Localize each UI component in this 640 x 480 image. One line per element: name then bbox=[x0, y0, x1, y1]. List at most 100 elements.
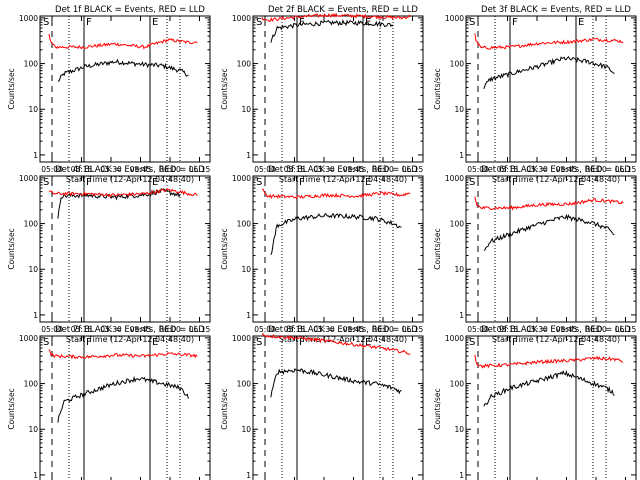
marker-s-label: S bbox=[43, 17, 49, 28]
y-tick-label: 100 bbox=[237, 220, 252, 229]
y-tick-label: 1 bbox=[459, 311, 464, 320]
x-tick-label: 06:15 bbox=[402, 325, 424, 334]
marker-f-label: F bbox=[299, 177, 305, 188]
plot-frame bbox=[252, 335, 424, 480]
x-axis-label: Start Time (12-Apr-12 04:48:40) bbox=[492, 175, 620, 184]
lld-series-line bbox=[474, 196, 624, 211]
y-tick-label: 100 bbox=[450, 380, 465, 389]
y-tick-label: 1 bbox=[459, 151, 464, 160]
y-axis-label: Counts/sec bbox=[7, 228, 16, 269]
y-tick-label: 1 bbox=[33, 151, 38, 160]
chart-title: Det 4f BLACK = Events, RED = LLD bbox=[55, 165, 205, 175]
chart-panel-4: Det 4f BLACK = Events, RED = LLD 1 10 100 10… bbox=[7, 165, 211, 344]
x-tick-label: 06:15 bbox=[189, 165, 211, 174]
y-tick-label: 1 bbox=[246, 151, 251, 160]
x-tick-label: 06:00 bbox=[159, 325, 181, 334]
marker-e-label: E bbox=[152, 17, 158, 28]
y-tick-label: 1000 bbox=[232, 14, 251, 23]
marker-e-label: E bbox=[578, 177, 584, 188]
y-tick-label: 10 bbox=[454, 425, 464, 434]
x-tick-label: 05:30 bbox=[313, 325, 335, 334]
y-tick-label: 1000 bbox=[19, 14, 38, 23]
chart-panel-3: Det 3f BLACK = Events, RED = LLD 1 10 100 10… bbox=[433, 5, 637, 184]
x-tick-label: 05:30 bbox=[313, 165, 335, 174]
events-series-line bbox=[483, 213, 615, 251]
marker-s-label: S bbox=[43, 177, 49, 188]
y-axis-label: Counts/sec bbox=[433, 388, 442, 429]
marker-f-label: F bbox=[512, 177, 518, 188]
y-tick-label: 1 bbox=[33, 471, 38, 480]
y-tick-label: 1 bbox=[33, 311, 38, 320]
chart-title: Det 6f BLACK = Events, RED = LLD bbox=[481, 165, 631, 175]
events-series-line bbox=[270, 19, 394, 43]
chart-panel-5: Det 5f BLACK = Events, RED = LLD 1 10 100 10… bbox=[220, 165, 424, 344]
chart-title: Det 2f BLACK = Events, RED = LLD bbox=[268, 5, 418, 15]
lld-series-line bbox=[48, 349, 198, 360]
y-axis-label: Counts/sec bbox=[433, 68, 442, 109]
x-tick-label: 05:15 bbox=[284, 325, 306, 334]
x-axis-label: Start Time (12-Apr-12 04:48:40) bbox=[279, 175, 407, 184]
marker-s-label: S bbox=[256, 177, 262, 188]
x-tick-label: 06:00 bbox=[372, 325, 394, 334]
plot-frame bbox=[465, 335, 637, 480]
chart-panel-1: Det 1f BLACK = Events, RED = LLD 1 10 100 10… bbox=[7, 5, 211, 184]
y-tick-label: 1000 bbox=[232, 334, 251, 343]
y-tick-label: 100 bbox=[450, 60, 465, 69]
x-tick-label: 06:15 bbox=[615, 165, 637, 174]
marker-e-label: E bbox=[152, 337, 158, 348]
marker-f-label: F bbox=[86, 177, 92, 188]
marker-e-label: E bbox=[578, 337, 584, 348]
y-tick-label: 1000 bbox=[445, 174, 464, 183]
y-tick-label: 10 bbox=[28, 425, 38, 434]
x-tick-label: 05:45 bbox=[130, 325, 152, 334]
y-tick-label: 100 bbox=[24, 380, 39, 389]
chart-title: Det 5f BLACK = Events, RED = LLD bbox=[268, 165, 418, 175]
chart-panel-2: Det 2f BLACK = Events, RED = LLD 1 10 100 10… bbox=[220, 5, 424, 184]
y-tick-label: 10 bbox=[454, 265, 464, 274]
chart-panel-7: Det 7f BLACK = Events, RED = LLD 1 10 100 10… bbox=[7, 325, 211, 480]
x-tick-label: 06:15 bbox=[615, 325, 637, 334]
lld-series-line bbox=[474, 33, 624, 50]
y-tick-label: 1 bbox=[246, 311, 251, 320]
marker-e-label: E bbox=[152, 177, 158, 188]
chart-title: Det 8f BLACK = Events, RED = LLD bbox=[268, 325, 418, 335]
y-tick-label: 1000 bbox=[445, 334, 464, 343]
lld-series-line bbox=[261, 333, 411, 355]
y-axis-label: Counts/sec bbox=[433, 228, 442, 269]
y-tick-label: 100 bbox=[24, 220, 39, 229]
events-series-line bbox=[57, 187, 181, 219]
x-axis-label: Start Time (12-Apr-12 04:48:40) bbox=[66, 175, 194, 184]
y-tick-label: 1000 bbox=[232, 174, 251, 183]
events-series-line bbox=[57, 58, 189, 82]
x-tick-label: 05:45 bbox=[343, 165, 365, 174]
x-tick-label: 06:15 bbox=[189, 325, 211, 334]
marker-s-label: S bbox=[256, 337, 262, 348]
chart-title: Det 1f BLACK = Events, RED = LLD bbox=[55, 5, 205, 15]
x-tick-label: 05:15 bbox=[497, 325, 519, 334]
x-axis-label: Start Time (12-Apr-12 04:48:40) bbox=[492, 335, 620, 344]
marker-e-label: E bbox=[365, 337, 371, 348]
y-tick-label: 100 bbox=[237, 380, 252, 389]
chart-panel-8: Det 8f BLACK = Events, RED = LLD 1 10 100 10… bbox=[220, 325, 424, 480]
marker-f-label: F bbox=[299, 17, 305, 28]
x-tick-label: 05:30 bbox=[100, 325, 122, 334]
x-tick-label: 06:00 bbox=[159, 165, 181, 174]
x-tick-label: 05:15 bbox=[71, 165, 93, 174]
events-series-line bbox=[483, 369, 615, 407]
x-tick-label: 05:15 bbox=[284, 165, 306, 174]
lld-series-line bbox=[48, 33, 198, 50]
x-tick-label: 05:00 bbox=[41, 165, 63, 174]
x-tick-label: 06:15 bbox=[402, 165, 424, 174]
y-tick-label: 10 bbox=[454, 105, 464, 114]
plot-frame bbox=[465, 175, 637, 323]
events-series-line bbox=[57, 375, 189, 423]
marker-f-label: F bbox=[299, 337, 305, 348]
y-tick-label: 10 bbox=[241, 105, 251, 114]
y-axis-label: Counts/sec bbox=[220, 228, 229, 269]
x-tick-label: 06:00 bbox=[585, 325, 607, 334]
lld-series-line bbox=[474, 354, 624, 369]
y-tick-label: 100 bbox=[450, 220, 465, 229]
events-series-line bbox=[270, 368, 402, 398]
x-tick-label: 06:00 bbox=[372, 165, 394, 174]
x-axis-label: Start Time (12-Apr-12 04:48:40) bbox=[66, 335, 194, 344]
